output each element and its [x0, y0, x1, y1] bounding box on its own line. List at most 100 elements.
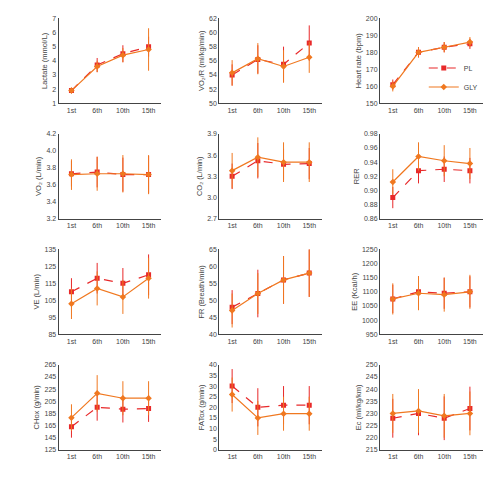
svg-text:15th: 15th [142, 222, 156, 229]
svg-text:1st: 1st [388, 107, 397, 114]
svg-text:125: 125 [45, 446, 57, 453]
svg-text:Ec (ml/kg/km): Ec (ml/kg/km) [354, 384, 363, 430]
svg-text:15th: 15th [302, 107, 316, 114]
svg-text:135: 135 [45, 246, 57, 253]
svg-text:10th: 10th [116, 338, 130, 345]
svg-text:FR (Breath/min): FR (Breath/min) [197, 265, 206, 319]
svg-text:3: 3 [52, 71, 56, 78]
svg-text:0.92: 0.92 [364, 173, 378, 180]
svg-text:7: 7 [52, 15, 56, 22]
svg-text:56: 56 [209, 57, 217, 64]
svg-text:Lactate (mmol/L): Lactate (mmol/L) [40, 32, 49, 89]
svg-text:215: 215 [366, 446, 378, 453]
svg-text:1150: 1150 [362, 274, 377, 281]
svg-text:245: 245 [366, 373, 378, 380]
svg-text:6th: 6th [414, 222, 424, 229]
svg-text:5: 5 [213, 436, 217, 443]
svg-text:2.7: 2.7 [207, 215, 217, 222]
svg-text:6th: 6th [92, 453, 102, 460]
svg-text:85: 85 [48, 331, 56, 338]
svg-text:5: 5 [52, 43, 56, 50]
svg-text:PL: PL [464, 65, 473, 72]
svg-text:145: 145 [45, 434, 57, 441]
svg-text:15th: 15th [302, 453, 316, 460]
svg-text:10th: 10th [116, 107, 130, 114]
svg-text:6th: 6th [253, 453, 263, 460]
svg-text:0.90: 0.90 [364, 187, 378, 194]
svg-text:6: 6 [52, 29, 56, 36]
svg-text:54: 54 [209, 71, 217, 78]
svg-text:15th: 15th [142, 338, 156, 345]
svg-text:10th: 10th [277, 453, 291, 460]
svg-text:6th: 6th [92, 338, 102, 345]
svg-text:165: 165 [45, 422, 57, 429]
svg-text:1st: 1st [67, 222, 76, 229]
svg-text:1st: 1st [67, 453, 76, 460]
svg-text:2: 2 [52, 86, 56, 93]
svg-text:CHox (g/min): CHox (g/min) [32, 385, 41, 430]
svg-text:3.8: 3.8 [46, 164, 56, 171]
svg-text:6th: 6th [414, 338, 424, 345]
svg-text:1250: 1250 [362, 246, 378, 253]
svg-text:1st: 1st [388, 338, 397, 345]
svg-text:265: 265 [45, 361, 57, 368]
svg-text:10th: 10th [277, 338, 291, 345]
svg-text:115: 115 [45, 280, 56, 287]
svg-text:6th: 6th [253, 222, 263, 229]
svg-text:15: 15 [209, 414, 217, 421]
svg-text:0.94: 0.94 [364, 159, 378, 166]
svg-text:3.9: 3.9 [207, 130, 217, 137]
svg-text:1st: 1st [388, 222, 397, 229]
svg-text:1st: 1st [227, 107, 236, 114]
svg-text:190: 190 [366, 32, 378, 39]
svg-text:10th: 10th [277, 107, 291, 114]
svg-text:3.2: 3.2 [46, 215, 56, 222]
svg-text:VO₂/R (ml/kg/min): VO₂/R (ml/kg/min) [197, 30, 206, 91]
svg-text:10th: 10th [116, 222, 130, 229]
svg-text:1st: 1st [227, 338, 236, 345]
svg-text:230: 230 [366, 410, 378, 417]
svg-text:EE (Kcal/h): EE (Kcal/h) [350, 272, 359, 310]
svg-text:58: 58 [209, 43, 217, 50]
svg-text:0.88: 0.88 [364, 201, 378, 208]
svg-text:55: 55 [209, 280, 217, 287]
svg-text:150: 150 [366, 100, 378, 107]
svg-text:180: 180 [366, 49, 378, 56]
svg-text:1200: 1200 [362, 260, 378, 267]
svg-text:15th: 15th [463, 338, 477, 345]
svg-text:52: 52 [209, 86, 217, 93]
svg-text:CO₂ (L/min): CO₂ (L/min) [195, 156, 204, 196]
svg-text:1: 1 [52, 100, 56, 107]
svg-text:15th: 15th [142, 453, 156, 460]
svg-text:1st: 1st [388, 453, 397, 460]
svg-text:250: 250 [366, 361, 378, 368]
svg-text:40: 40 [209, 331, 217, 338]
svg-text:125: 125 [45, 263, 57, 270]
svg-text:170: 170 [366, 66, 378, 73]
svg-text:950: 950 [366, 331, 378, 338]
svg-text:1000: 1000 [362, 317, 378, 324]
svg-text:Heart rate (bpm): Heart rate (bpm) [354, 33, 363, 89]
svg-text:1st: 1st [227, 222, 236, 229]
svg-text:1st: 1st [67, 338, 76, 345]
svg-text:1100: 1100 [362, 288, 377, 295]
svg-text:60: 60 [209, 263, 217, 270]
svg-text:15th: 15th [142, 107, 156, 114]
svg-text:65: 65 [209, 246, 217, 253]
svg-text:160: 160 [366, 83, 378, 90]
svg-text:235: 235 [366, 398, 378, 405]
svg-text:4.0: 4.0 [46, 147, 56, 154]
svg-text:185: 185 [45, 410, 57, 417]
svg-text:10th: 10th [116, 453, 130, 460]
svg-text:1st: 1st [67, 107, 76, 114]
svg-text:45: 45 [209, 314, 217, 321]
svg-text:6th: 6th [92, 222, 102, 229]
svg-text:10th: 10th [437, 107, 451, 114]
svg-text:225: 225 [45, 386, 57, 393]
svg-text:20: 20 [209, 404, 217, 411]
svg-text:25: 25 [209, 393, 217, 400]
svg-text:225: 225 [366, 422, 378, 429]
svg-text:10: 10 [209, 425, 217, 432]
svg-text:RER: RER [352, 168, 361, 184]
svg-text:4.2: 4.2 [46, 130, 56, 137]
